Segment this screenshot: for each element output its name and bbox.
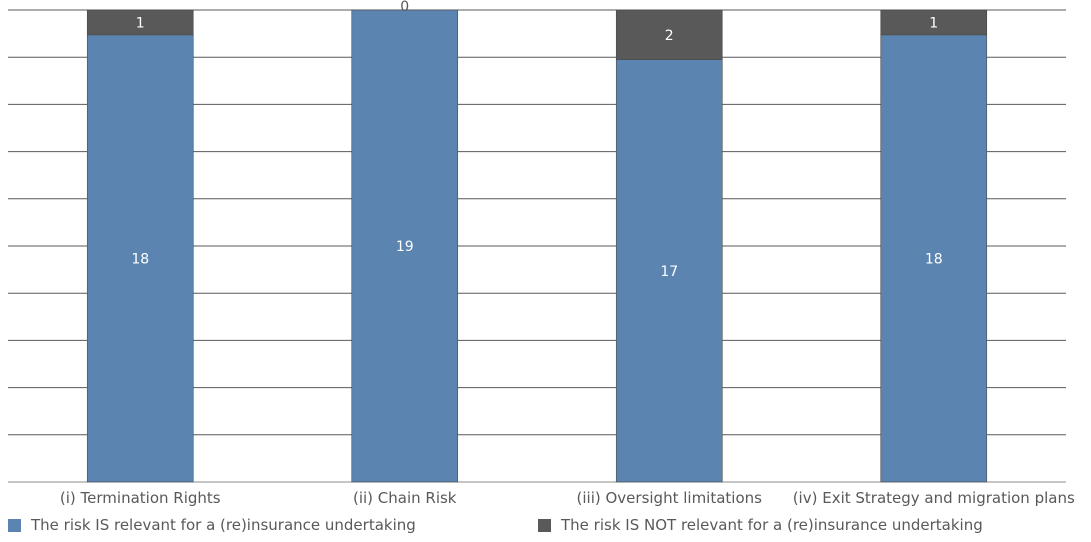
data-label: 19: [396, 239, 414, 255]
data-label: 1: [136, 15, 145, 31]
legend-swatch-not-relevant: [538, 518, 551, 532]
legend-item-relevant: The risk IS relevant for a (re)insurance…: [8, 514, 416, 536]
legend-label-relevant: The risk IS relevant for a (re)insurance…: [31, 516, 416, 534]
category-label: (iii) Oversight limitations: [577, 489, 763, 507]
bar-segment: [615, 59, 723, 483]
data-label: 17: [660, 264, 678, 280]
data-label: 2: [665, 28, 674, 44]
legend-label-not-relevant: The risk IS NOT relevant for a (re)insur…: [561, 516, 983, 534]
data-label: 18: [925, 251, 943, 267]
bar-segment: [615, 9, 723, 60]
category-labels: (i) Termination Rights (ii) Chain Risk (ii…: [60, 489, 1075, 507]
bar-segment: [86, 9, 194, 36]
legend-item-not-relevant: The risk IS NOT relevant for a (re)insur…: [538, 514, 983, 536]
bar-segment: [880, 9, 988, 36]
bar-segment: [880, 34, 988, 483]
stacked-bar-chart: 18 1 19 0 17 2 18 1 (i) Termination Rights (ii) …: [8, 0, 1075, 507]
data-label: 18: [131, 251, 149, 267]
data-label: 0: [400, 0, 409, 15]
category-label: (iv) Exit Strategy and migration plans: [793, 489, 1075, 507]
bar-segment: [86, 34, 194, 483]
legend-swatch-relevant: [8, 518, 21, 532]
category-label: (ii) Chain Risk: [353, 489, 457, 507]
data-label: 1: [929, 15, 938, 31]
category-label: (i) Termination Rights: [60, 489, 221, 507]
data-labels: 18 1 19 0 17 2 18 1: [131, 0, 942, 280]
bar-segment: [351, 9, 459, 483]
bars: [86, 9, 988, 483]
